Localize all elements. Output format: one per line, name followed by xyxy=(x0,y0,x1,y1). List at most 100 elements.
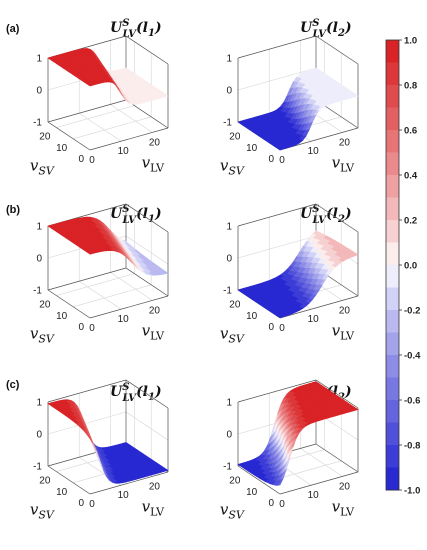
panel-title: US LV(l1) xyxy=(110,18,162,40)
surface xyxy=(47,399,169,484)
colorbar-tick-label: 0.2 xyxy=(404,216,417,227)
x-tick-label: 20 xyxy=(339,305,351,316)
colorbar-step xyxy=(386,107,399,131)
x-tick-label: 0 xyxy=(279,499,285,510)
y-tick-label: 0 xyxy=(78,154,84,165)
x-axis-label: vLV xyxy=(332,498,355,519)
z-tick-label: -1 xyxy=(33,286,42,297)
x-tick-label: 20 xyxy=(149,137,161,148)
y-tick-label: 20 xyxy=(229,300,241,311)
x-tick-label: 0 xyxy=(279,155,285,166)
colorbar-tick-label: 0.0 xyxy=(404,261,417,272)
colorbar-step xyxy=(386,175,399,198)
x-axis-label: vLV xyxy=(332,322,355,343)
colorbar-tick-label: -0.8 xyxy=(404,441,420,452)
x-tick-label: 20 xyxy=(149,481,161,492)
surface-patch xyxy=(88,436,94,444)
z-tick-label: -1 xyxy=(33,462,42,473)
surface-patch xyxy=(87,83,94,87)
y-tick-label: 20 xyxy=(229,476,241,487)
z-tick-label: 1 xyxy=(226,54,232,65)
z-tick-label: -1 xyxy=(223,118,232,129)
colorbar-tick-label: -1.0 xyxy=(404,486,420,497)
y-axis-label: vSV xyxy=(220,501,245,522)
y-tick-label: 0 xyxy=(268,498,274,509)
y-tick-label: 10 xyxy=(246,143,258,154)
z-tick-label: 0 xyxy=(226,86,232,97)
z-tick-label: 1 xyxy=(36,222,42,233)
z-tick-label: -1 xyxy=(223,286,232,297)
x-axis-label: vLV xyxy=(332,154,355,175)
z-tick-label: 1 xyxy=(36,54,42,65)
y-tick-label: 10 xyxy=(246,311,258,322)
surface-patch xyxy=(87,251,94,255)
colorbar-tick-label: 1.0 xyxy=(404,36,417,47)
z-tick-label: 1 xyxy=(226,222,232,233)
y-tick-label: 20 xyxy=(229,132,241,143)
x-tick-label: 10 xyxy=(308,314,320,325)
y-tick-label: 20 xyxy=(39,132,51,143)
x-tick-label: 20 xyxy=(149,305,161,316)
z-tick-label: 0 xyxy=(226,254,232,265)
colorbar-step xyxy=(386,467,399,491)
panel-label: (a) xyxy=(6,23,20,35)
panel-title: US LV(l1) xyxy=(110,382,162,404)
colorbar-tick-label: -0.4 xyxy=(404,351,421,362)
surface xyxy=(237,67,359,151)
z-tick-label: 0 xyxy=(226,430,232,441)
colorbar-step xyxy=(386,265,399,288)
y-axis-label: vSV xyxy=(30,501,55,522)
panel-label: (c) xyxy=(6,379,20,391)
y-tick-label: 10 xyxy=(56,143,68,154)
y-tick-label: 10 xyxy=(246,487,258,498)
z-tick-label: 0 xyxy=(36,430,42,441)
y-tick-label: 10 xyxy=(56,311,68,322)
z-tick-label: 1 xyxy=(36,398,42,409)
surface-patch xyxy=(277,477,284,486)
z-tick-label: -1 xyxy=(33,118,42,129)
colorbar-step xyxy=(386,400,399,423)
colorbar-tick-label: 0.6 xyxy=(404,126,417,137)
surface-patch xyxy=(277,147,284,151)
colorbar-step xyxy=(386,197,399,221)
colorbar-step xyxy=(386,332,399,356)
x-axis-label: vLV xyxy=(142,154,165,175)
colorbar-step xyxy=(386,422,399,446)
x-tick-label: 0 xyxy=(279,323,285,334)
colorbar-step xyxy=(386,85,399,108)
x-tick-label: 20 xyxy=(339,481,351,492)
y-axis-label: vSV xyxy=(30,325,55,346)
colorbar-tick-label: 0.8 xyxy=(404,81,417,92)
panel-label: (b) xyxy=(6,204,20,216)
colorbar-step xyxy=(386,62,399,86)
colorbar-step xyxy=(386,310,399,333)
colorbar-step xyxy=(386,242,399,266)
surface-patch xyxy=(277,315,284,319)
y-axis-label: vSV xyxy=(220,325,245,346)
x-tick-label: 10 xyxy=(308,490,320,501)
x-tick-label: 20 xyxy=(339,137,351,148)
colorbar-tick-label: 0.4 xyxy=(404,171,418,182)
x-tick-label: 0 xyxy=(89,499,95,510)
y-tick-label: 0 xyxy=(78,498,84,509)
x-axis-label: vLV xyxy=(142,322,165,343)
y-tick-label: 20 xyxy=(39,476,51,487)
z-tick-label: -1 xyxy=(223,462,232,473)
colorbar: 1.0 0.8 0.6 0.4 0.2 0.0 -0.2 -0.4 -0.6 -0.8 -1.0 xyxy=(385,36,421,497)
x-tick-label: 10 xyxy=(308,146,320,157)
x-axis-label: vLV xyxy=(142,498,165,519)
y-tick-label: 10 xyxy=(56,487,68,498)
z-tick-label: 0 xyxy=(36,86,42,97)
colorbar-step xyxy=(386,40,399,63)
colorbar-step xyxy=(386,287,399,311)
x-tick-label: 0 xyxy=(89,323,95,334)
surface xyxy=(237,230,359,319)
